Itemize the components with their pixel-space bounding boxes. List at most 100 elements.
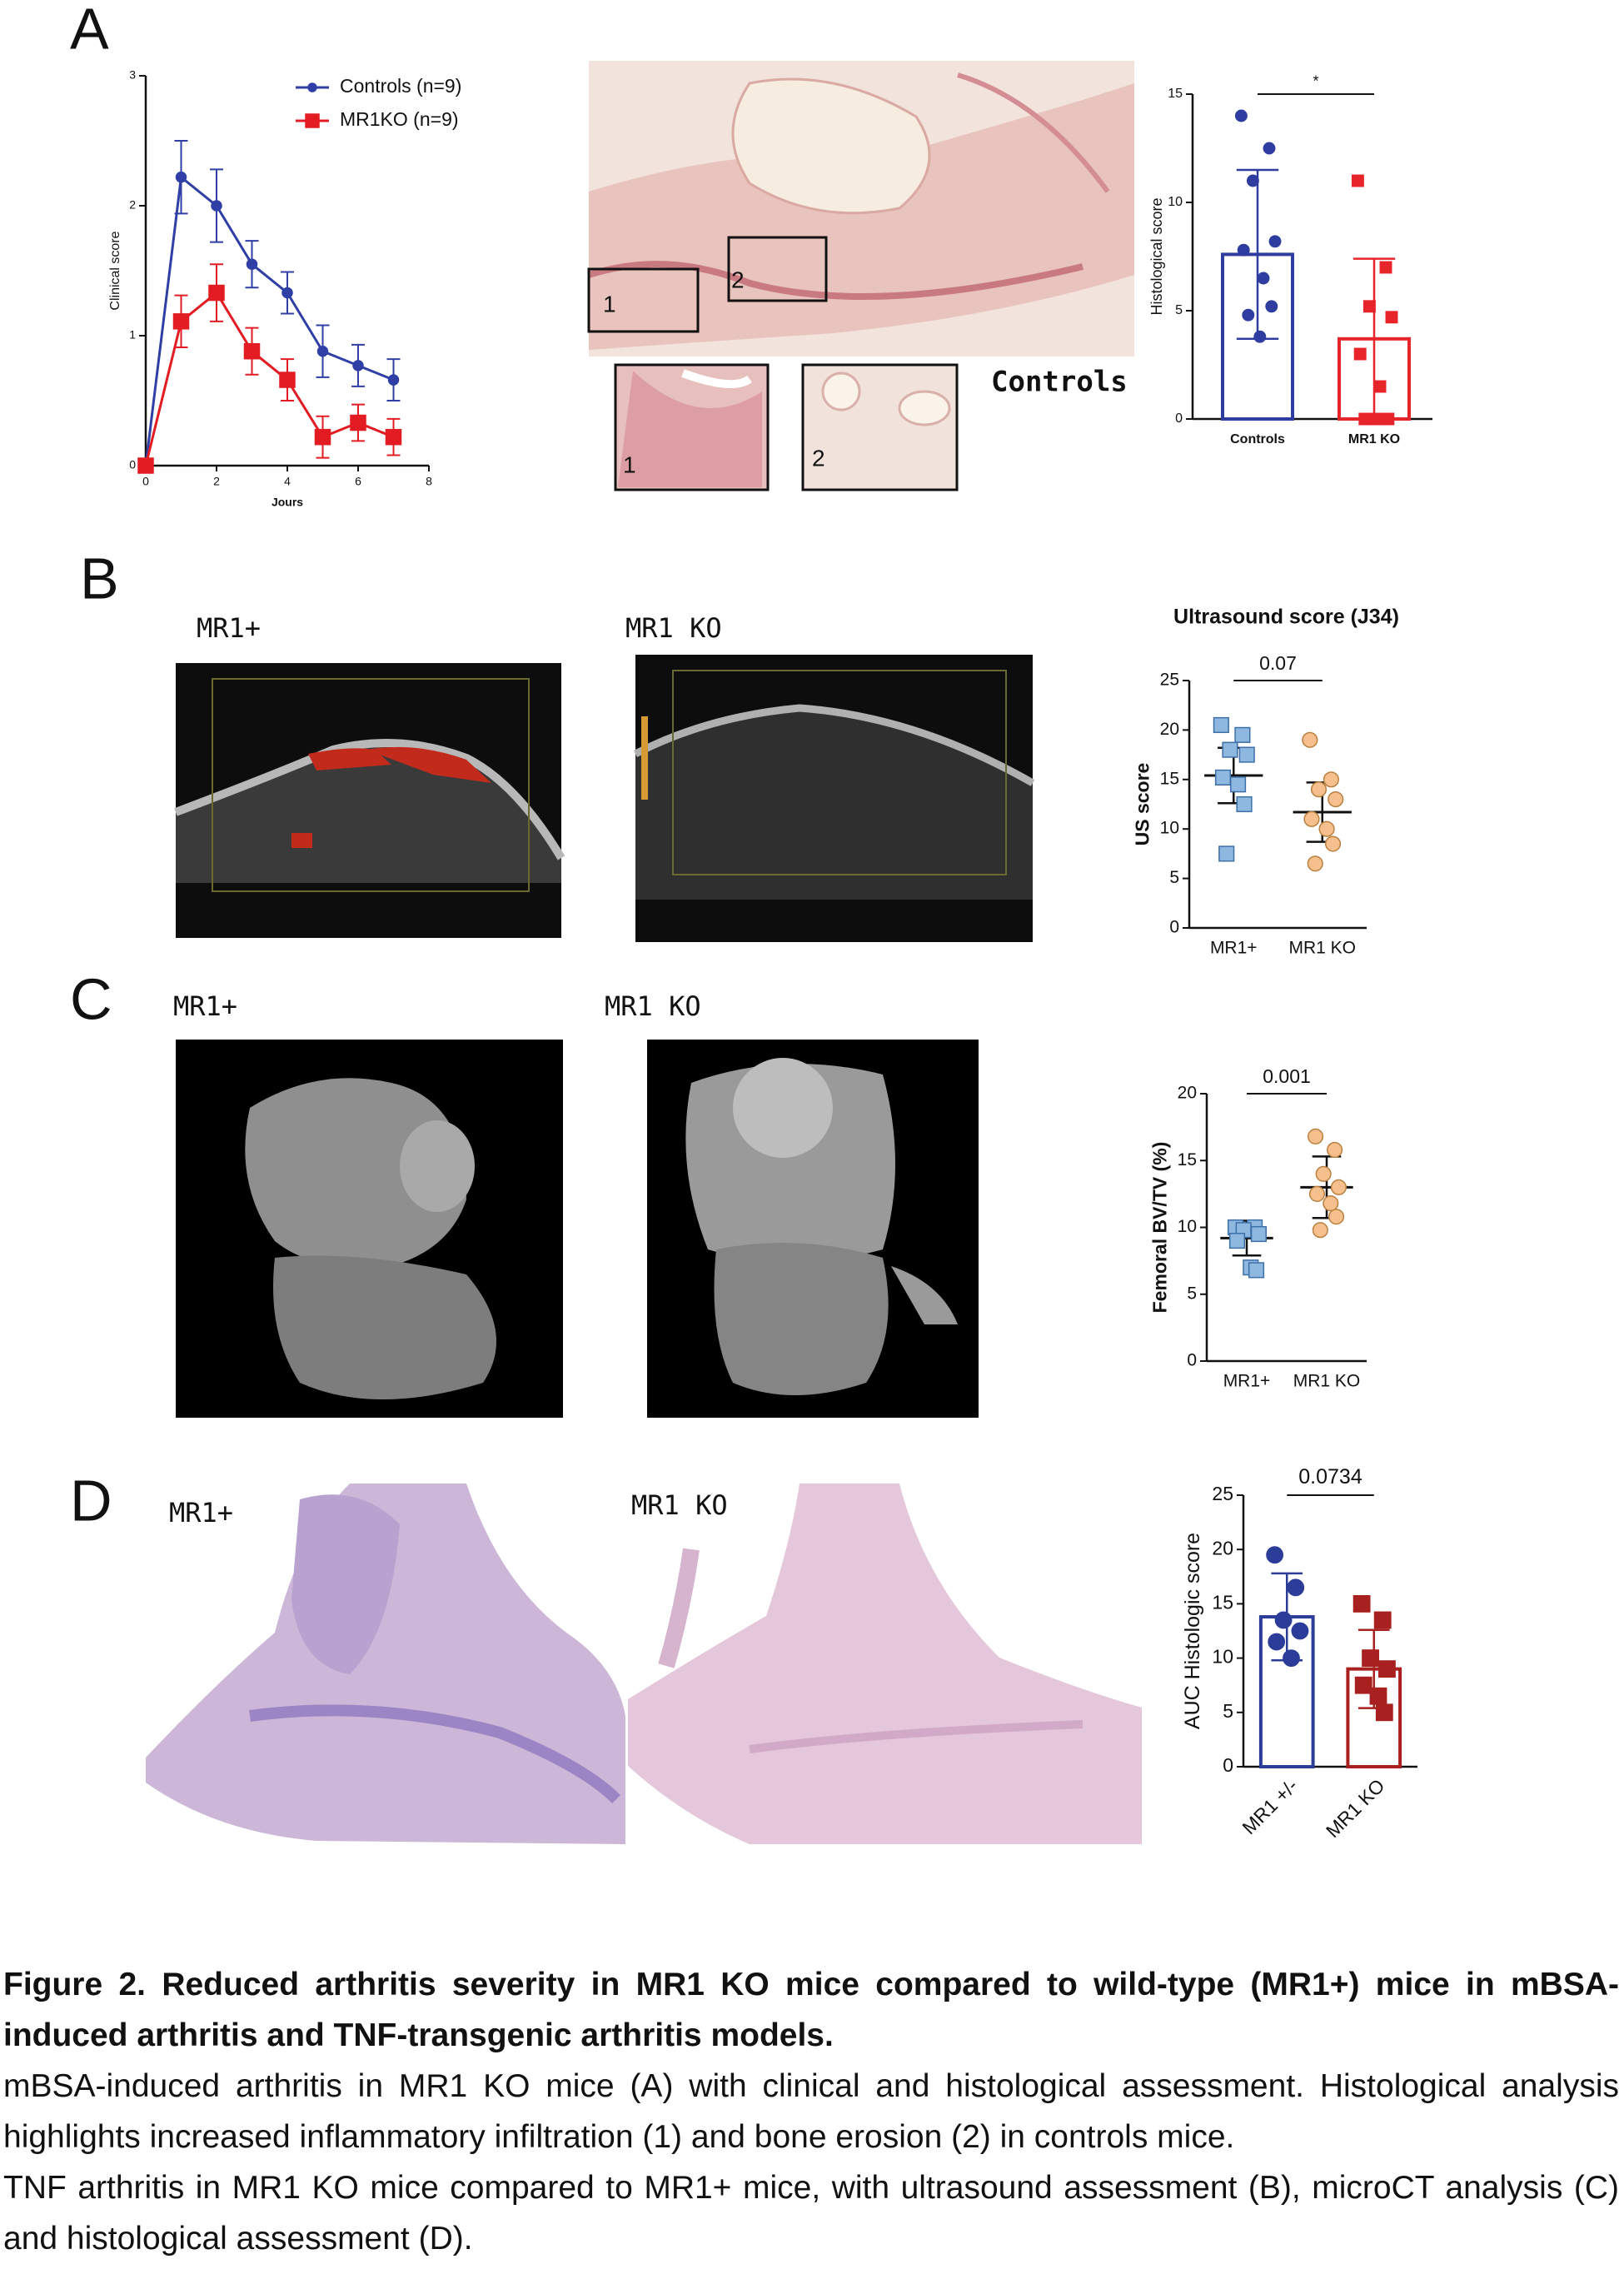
data-point — [1373, 380, 1387, 393]
x-tick-label: 6 — [355, 475, 361, 488]
data-point — [281, 287, 293, 299]
image-label: MR1 KO — [631, 1489, 728, 1521]
significance-label: 0.001 — [1263, 1065, 1311, 1087]
y-tick-label: 10 — [1212, 1646, 1233, 1668]
data-point — [1237, 243, 1250, 257]
image-label: Controls — [991, 366, 1128, 399]
y-tick-label: 0 — [1187, 1351, 1197, 1370]
y-axis-label: AUC Histologic score — [1181, 1533, 1204, 1729]
x-tick-label: MR1+ — [1210, 939, 1258, 958]
data-point — [1369, 1687, 1387, 1705]
y-tick-label: 10 — [1178, 1217, 1197, 1236]
y-tick-label: 15 — [1168, 87, 1183, 101]
y-tick-label: 5 — [1223, 1700, 1233, 1722]
data-point — [1214, 769, 1232, 785]
x-tick-label: 0 — [142, 475, 149, 488]
y-axis-label: Clinical score — [108, 231, 122, 310]
caption-title: Figure 2. Reduced arthritis severity in … — [3, 1967, 1619, 2053]
region-label: 2 — [812, 445, 825, 471]
y-tick-label: 5 — [1175, 303, 1183, 317]
y-axis-label: US score — [1131, 763, 1153, 846]
x-tick-label: MR1 KO — [1288, 939, 1356, 958]
x-tick-label: MR1 KO — [1348, 432, 1400, 446]
figure-graphics: A B C D 1 2 1 2 Controls MR1+ MR1 K — [70, 0, 1432, 1844]
legend-marker — [307, 82, 317, 92]
y-tick-label: 0 — [1223, 1754, 1233, 1776]
x-tick-label: MR1+ — [1223, 1372, 1271, 1391]
data-point — [387, 374, 400, 386]
x-tick-label: 2 — [213, 475, 220, 488]
data-point — [1351, 174, 1364, 187]
data-point — [1266, 1546, 1284, 1564]
image-label: MR1 KO — [605, 990, 701, 1022]
data-point — [1318, 820, 1335, 837]
data-point — [385, 428, 402, 446]
data-point — [246, 258, 258, 270]
data-point — [350, 414, 366, 431]
data-point — [1250, 1225, 1267, 1243]
data-point — [211, 200, 222, 212]
data-point — [1358, 412, 1372, 426]
ultrasound-image — [174, 655, 1035, 942]
data-point — [1291, 1622, 1309, 1640]
y-axis-label: Histological score — [1148, 197, 1165, 315]
y-tick-label: 10 — [1160, 819, 1179, 838]
y-tick-label: 15 — [1178, 1150, 1197, 1169]
data-point — [1268, 235, 1282, 248]
x-tick-label: 4 — [284, 475, 291, 488]
data-point — [1263, 142, 1276, 155]
y-tick-label: 3 — [129, 68, 136, 82]
data-point — [1307, 855, 1323, 872]
y-tick-label: 0 — [1175, 411, 1183, 426]
y-tick-label: 5 — [1169, 868, 1179, 887]
data-point — [1303, 810, 1320, 827]
data-point — [1218, 845, 1235, 862]
x-tick-label: MR1 +/- — [1238, 1774, 1302, 1838]
region-label: 1 — [603, 291, 616, 317]
data-point — [1268, 1633, 1286, 1651]
data-point — [1307, 1128, 1324, 1144]
y-tick-label: 1 — [129, 328, 136, 342]
y-tick-label: 15 — [1160, 769, 1179, 788]
panel-letter: B — [80, 546, 119, 611]
image-label: MR1+ — [197, 612, 261, 644]
data-point — [1312, 1222, 1328, 1239]
data-point — [1310, 781, 1328, 798]
caption-text: mBSA-induced arthritis in MR1 KO mice (A… — [3, 2068, 1619, 2155]
data-point — [1242, 308, 1255, 322]
data-point — [316, 345, 329, 357]
microct-image — [176, 1040, 979, 1418]
panel-letter: C — [70, 966, 112, 1031]
y-tick-label: 2 — [129, 198, 136, 212]
data-point — [1234, 726, 1251, 743]
data-point — [137, 457, 154, 474]
panel-letter: A — [70, 0, 109, 61]
data-point — [1248, 1262, 1265, 1279]
legend-label: Controls (n=9) — [340, 75, 461, 97]
data-point — [279, 372, 296, 388]
y-tick-label: 25 — [1212, 1483, 1233, 1504]
data-point — [1330, 1179, 1347, 1195]
histology-image — [146, 1484, 1142, 1844]
data-point — [1328, 1209, 1345, 1225]
y-tick-label: 15 — [1212, 1591, 1233, 1613]
data-point — [1213, 716, 1229, 734]
data-point — [1327, 1141, 1343, 1158]
y-tick-label: 5 — [1187, 1284, 1197, 1303]
data-point — [208, 284, 225, 302]
x-tick-label: 8 — [426, 475, 432, 488]
data-point — [1234, 109, 1248, 122]
data-point — [1362, 300, 1376, 313]
panel-letter: D — [70, 1468, 112, 1533]
legend-label: MR1KO (n=9) — [340, 108, 459, 130]
data-point — [1362, 1649, 1379, 1668]
data-point — [1353, 1594, 1371, 1613]
chart-title: Ultrasound score (J34) — [1173, 606, 1399, 629]
data-point — [1274, 1611, 1293, 1629]
data-point — [1382, 412, 1395, 426]
x-tick-label: MR1 KO — [1322, 1774, 1389, 1842]
data-point — [1379, 261, 1392, 274]
data-point — [1324, 835, 1342, 852]
legend-marker — [305, 113, 320, 128]
